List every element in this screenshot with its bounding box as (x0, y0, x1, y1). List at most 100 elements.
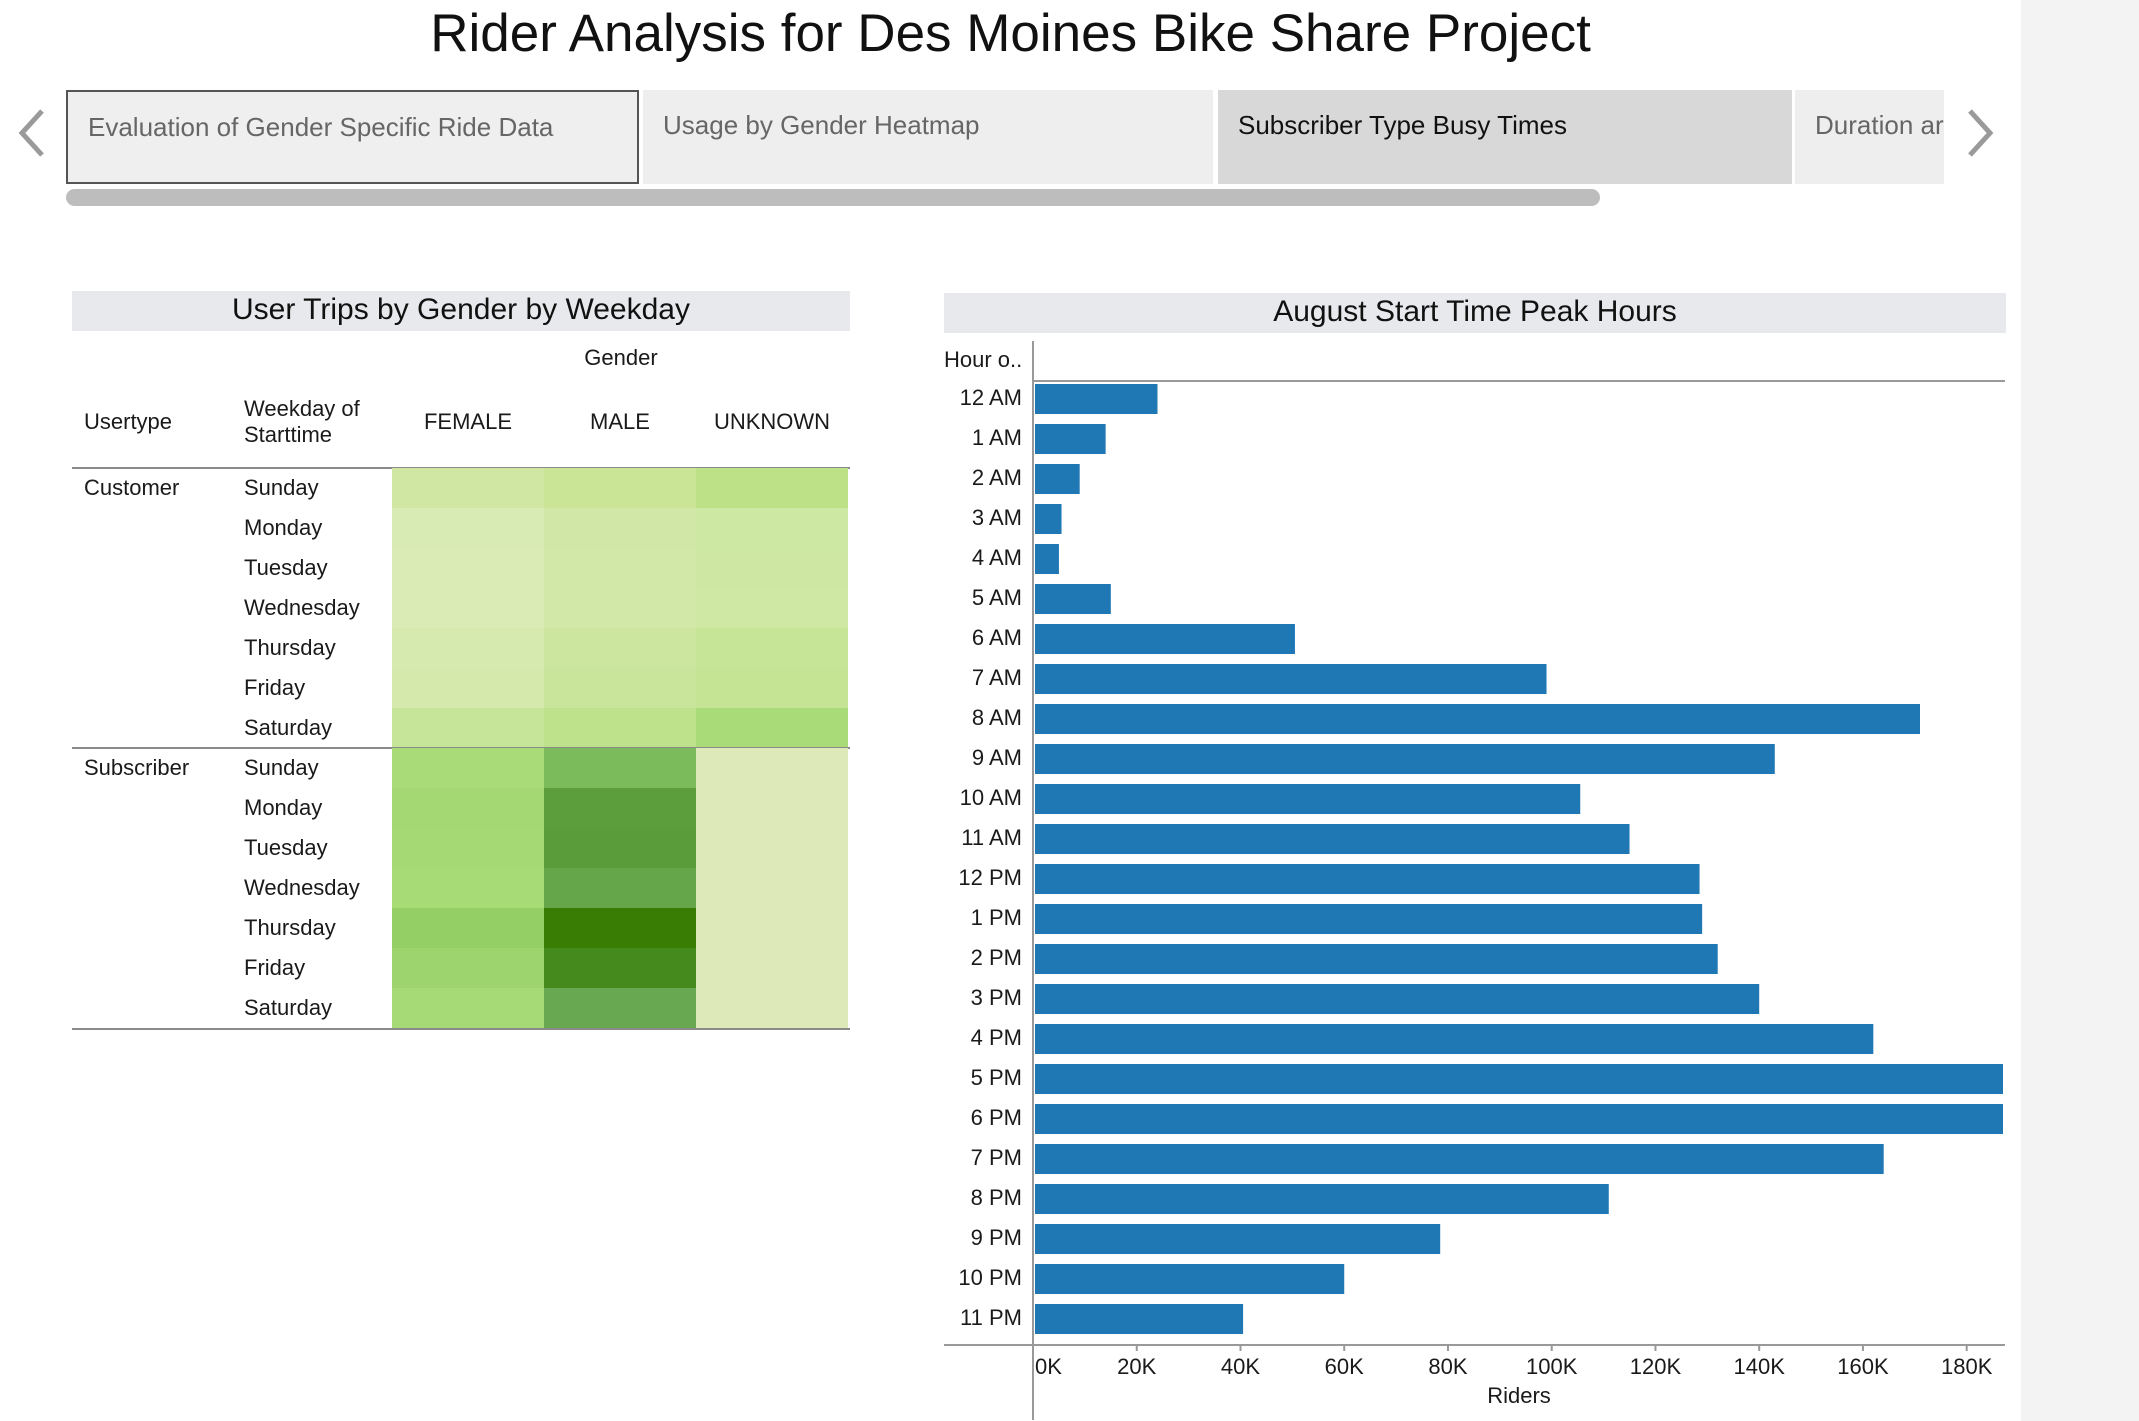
bar[interactable] (1035, 1224, 1441, 1254)
bar[interactable] (1035, 384, 1158, 414)
heatmap-cell[interactable] (392, 668, 544, 708)
heatmap-cell[interactable] (392, 628, 544, 668)
heatmap-cell[interactable] (392, 708, 544, 748)
heatmap-cell[interactable] (544, 828, 696, 868)
bar[interactable] (1035, 1304, 1244, 1334)
category-label: 4 AM (972, 545, 1022, 570)
right-scroll-area (2021, 0, 2139, 1421)
bar[interactable] (1035, 1264, 1345, 1294)
weekday-label: Monday (244, 515, 323, 540)
heatmap-cell[interactable] (392, 908, 544, 948)
heatmap-cell[interactable] (392, 948, 544, 988)
bar[interactable] (1035, 704, 1921, 734)
chevron-left-icon[interactable] (12, 103, 52, 163)
heatmap-cell[interactable] (544, 468, 696, 508)
heatmap-cell[interactable] (544, 908, 696, 948)
weekday-label: Friday (244, 675, 306, 700)
heatmap-cell[interactable] (696, 868, 848, 908)
heatmap-cell[interactable] (544, 788, 696, 828)
heatmap-cell[interactable] (696, 988, 848, 1028)
x-tick-label: 40K (1221, 1354, 1260, 1379)
bar[interactable] (1035, 904, 1703, 934)
heatmap-cell[interactable] (392, 588, 544, 628)
weekday-label: Saturday (244, 995, 333, 1020)
heatmap-cell[interactable] (696, 628, 848, 668)
bar[interactable] (1035, 1144, 1884, 1174)
heatmap-cell[interactable] (544, 868, 696, 908)
heatmap-cell[interactable] (392, 788, 544, 828)
heatmap-cell[interactable] (544, 628, 696, 668)
weekday-label: Sunday (244, 475, 319, 500)
x-tick-label: 140K (1734, 1354, 1786, 1379)
usertype-label-subscriber: Subscriber (84, 755, 190, 780)
category-label: 11 AM (961, 825, 1022, 850)
heatmap-cell[interactable] (696, 508, 848, 548)
bar[interactable] (1035, 1064, 2003, 1094)
heatmap-cell[interactable] (544, 988, 696, 1028)
heatmap-cell[interactable] (696, 588, 848, 628)
heatmap-cell[interactable] (696, 748, 848, 788)
bar[interactable] (1035, 864, 1700, 894)
tab-subscriber-busy-times[interactable]: Subscriber Type Busy Times (1218, 90, 1792, 184)
bar[interactable] (1035, 1184, 1609, 1214)
tab-gender-ride-data[interactable]: Evaluation of Gender Specific Ride Data (66, 90, 639, 184)
heatmap-cell[interactable] (392, 468, 544, 508)
chevron-right-icon[interactable] (1960, 103, 2000, 163)
heatmap-cell[interactable] (544, 948, 696, 988)
heatmap-cell[interactable] (392, 508, 544, 548)
category-label: 10 AM (960, 785, 1022, 810)
heatmap-cell[interactable] (544, 748, 696, 788)
bar[interactable] (1035, 624, 1295, 654)
column-header-unknown: UNKNOWN (713, 409, 831, 434)
bar[interactable] (1035, 664, 1547, 694)
category-label: 9 AM (972, 745, 1022, 770)
heatmap-cell[interactable] (696, 548, 848, 588)
heatmap-cell[interactable] (392, 828, 544, 868)
heatmap-cell[interactable] (696, 908, 848, 948)
heatmap-cell[interactable] (544, 508, 696, 548)
bar[interactable] (1035, 544, 1059, 574)
heatmap-cell[interactable] (392, 748, 544, 788)
heatmap-cell[interactable] (696, 948, 848, 988)
tab-gender-heatmap[interactable]: Usage by Gender Heatmap (643, 90, 1213, 184)
heatmap-cell[interactable] (392, 988, 544, 1028)
x-axis-label: Riders (1487, 1383, 1551, 1408)
heatmap-title: User Trips by Gender by Weekday (72, 291, 850, 331)
heatmap-cell[interactable] (696, 828, 848, 868)
bar[interactable] (1035, 824, 1630, 854)
bar[interactable] (1035, 504, 1062, 534)
bar[interactable] (1035, 1104, 2003, 1134)
heatmap-cell[interactable] (696, 788, 848, 828)
bar[interactable] (1035, 744, 1775, 774)
x-tick-label: 20K (1117, 1354, 1156, 1379)
heatmap-cell[interactable] (392, 868, 544, 908)
bar[interactable] (1035, 1024, 1874, 1054)
weekday-label: Monday (244, 795, 323, 820)
category-label: 9 PM (971, 1225, 1022, 1250)
weekday-label: Tuesday (244, 555, 328, 580)
tab-strip: Evaluation of Gender Specific Ride Data … (64, 88, 1944, 186)
bar[interactable] (1035, 984, 1760, 1014)
gender-group-label: Gender (584, 345, 658, 370)
heatmap-cell[interactable] (544, 668, 696, 708)
heatmap-cell[interactable] (696, 668, 848, 708)
weekday-header: Weekday of Starttime (244, 396, 360, 447)
category-label: 10 PM (958, 1265, 1022, 1290)
tab-duration[interactable]: Duration ar (1795, 90, 1944, 184)
heatmap-cell[interactable] (392, 548, 544, 588)
heatmap-cell[interactable] (544, 548, 696, 588)
bar[interactable] (1035, 464, 1080, 494)
category-label: 12 AM (960, 385, 1022, 410)
tab-scrollbar[interactable] (66, 189, 1600, 206)
heatmap-cell[interactable] (544, 588, 696, 628)
x-tick-label: 100K (1526, 1354, 1578, 1379)
bar[interactable] (1035, 424, 1106, 454)
heatmap-cell[interactable] (696, 468, 848, 508)
bar[interactable] (1035, 584, 1111, 614)
heatmap-cell[interactable] (544, 708, 696, 748)
bar[interactable] (1035, 784, 1581, 814)
heatmap-cell[interactable] (696, 708, 848, 748)
heatmap-bottom-line (72, 1028, 850, 1030)
bar[interactable] (1035, 944, 1718, 974)
weekday-label: Thursday (244, 915, 336, 940)
